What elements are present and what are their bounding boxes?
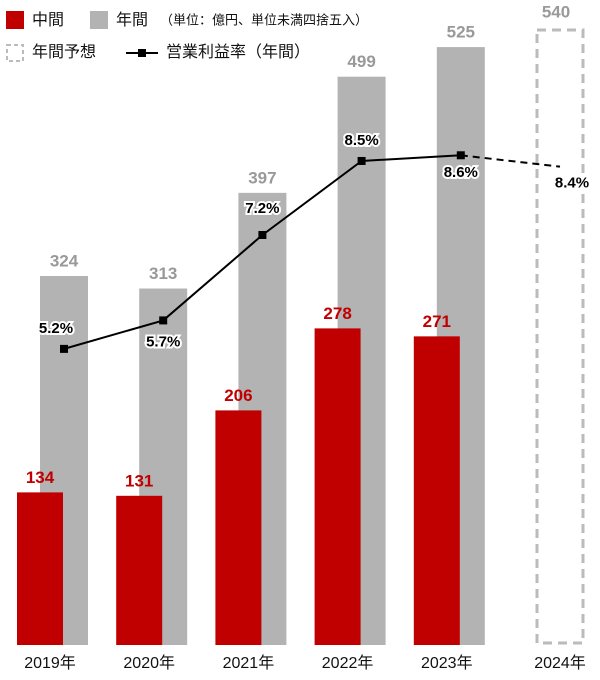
margin-value-label: 5.2% xyxy=(39,320,73,337)
annual-value-label: 397 xyxy=(248,168,276,187)
margin-marker xyxy=(60,344,68,353)
margin-value-label: 8.4% xyxy=(555,175,589,192)
interim-bar xyxy=(413,336,460,645)
margin-value-label: 5.7% xyxy=(146,333,180,350)
margin-forecast-line xyxy=(460,154,561,168)
legend-label: 年間予想 xyxy=(32,43,96,61)
interim-bar xyxy=(17,492,63,645)
legend-swatch xyxy=(6,44,24,62)
margin-value-label: 8.6% xyxy=(444,164,478,181)
interim-value-label: 134 xyxy=(26,468,55,487)
interim-value-label: 206 xyxy=(224,386,252,405)
margin-marker xyxy=(159,316,168,325)
x-tick-label: 2020年 xyxy=(123,654,175,672)
forecast-value-label: 540 xyxy=(542,2,570,21)
legend-swatch xyxy=(90,11,108,29)
x-tick-label: 2023年 xyxy=(421,654,473,672)
forecast-bar xyxy=(535,28,585,645)
interim-value-label: 271 xyxy=(423,312,451,331)
interim-bar xyxy=(215,410,262,645)
margin-value-label: 8.5% xyxy=(344,132,378,149)
legend-swatch xyxy=(138,49,146,57)
legend-label: 中間 xyxy=(32,11,64,29)
margin-value-label: 7.2% xyxy=(245,200,279,217)
margin-marker xyxy=(258,231,267,239)
annual-value-label: 313 xyxy=(149,264,177,283)
unit-note: （単位：億円、単位未満四捨五入） xyxy=(160,12,368,27)
legend-label: 年間 xyxy=(116,11,148,29)
x-tick-label: 2022年 xyxy=(322,654,374,672)
x-tick-label: 2024年 xyxy=(534,654,586,672)
annual-value-label: 499 xyxy=(347,52,375,71)
annual-value-label: 525 xyxy=(447,23,475,42)
x-tick-label: 2021年 xyxy=(223,654,275,672)
margin-marker xyxy=(456,151,465,160)
interim-value-label: 131 xyxy=(125,471,153,490)
interim-value-label: 278 xyxy=(323,304,351,323)
interim-bar xyxy=(116,495,163,645)
x-tick-label: 2019年 xyxy=(24,654,76,672)
annual-value-label: 324 xyxy=(50,251,79,270)
legend-label: 営業利益率（年間） xyxy=(166,43,310,61)
interim-bar xyxy=(314,328,361,645)
legend-swatch xyxy=(6,11,24,29)
margin-marker xyxy=(357,156,366,165)
